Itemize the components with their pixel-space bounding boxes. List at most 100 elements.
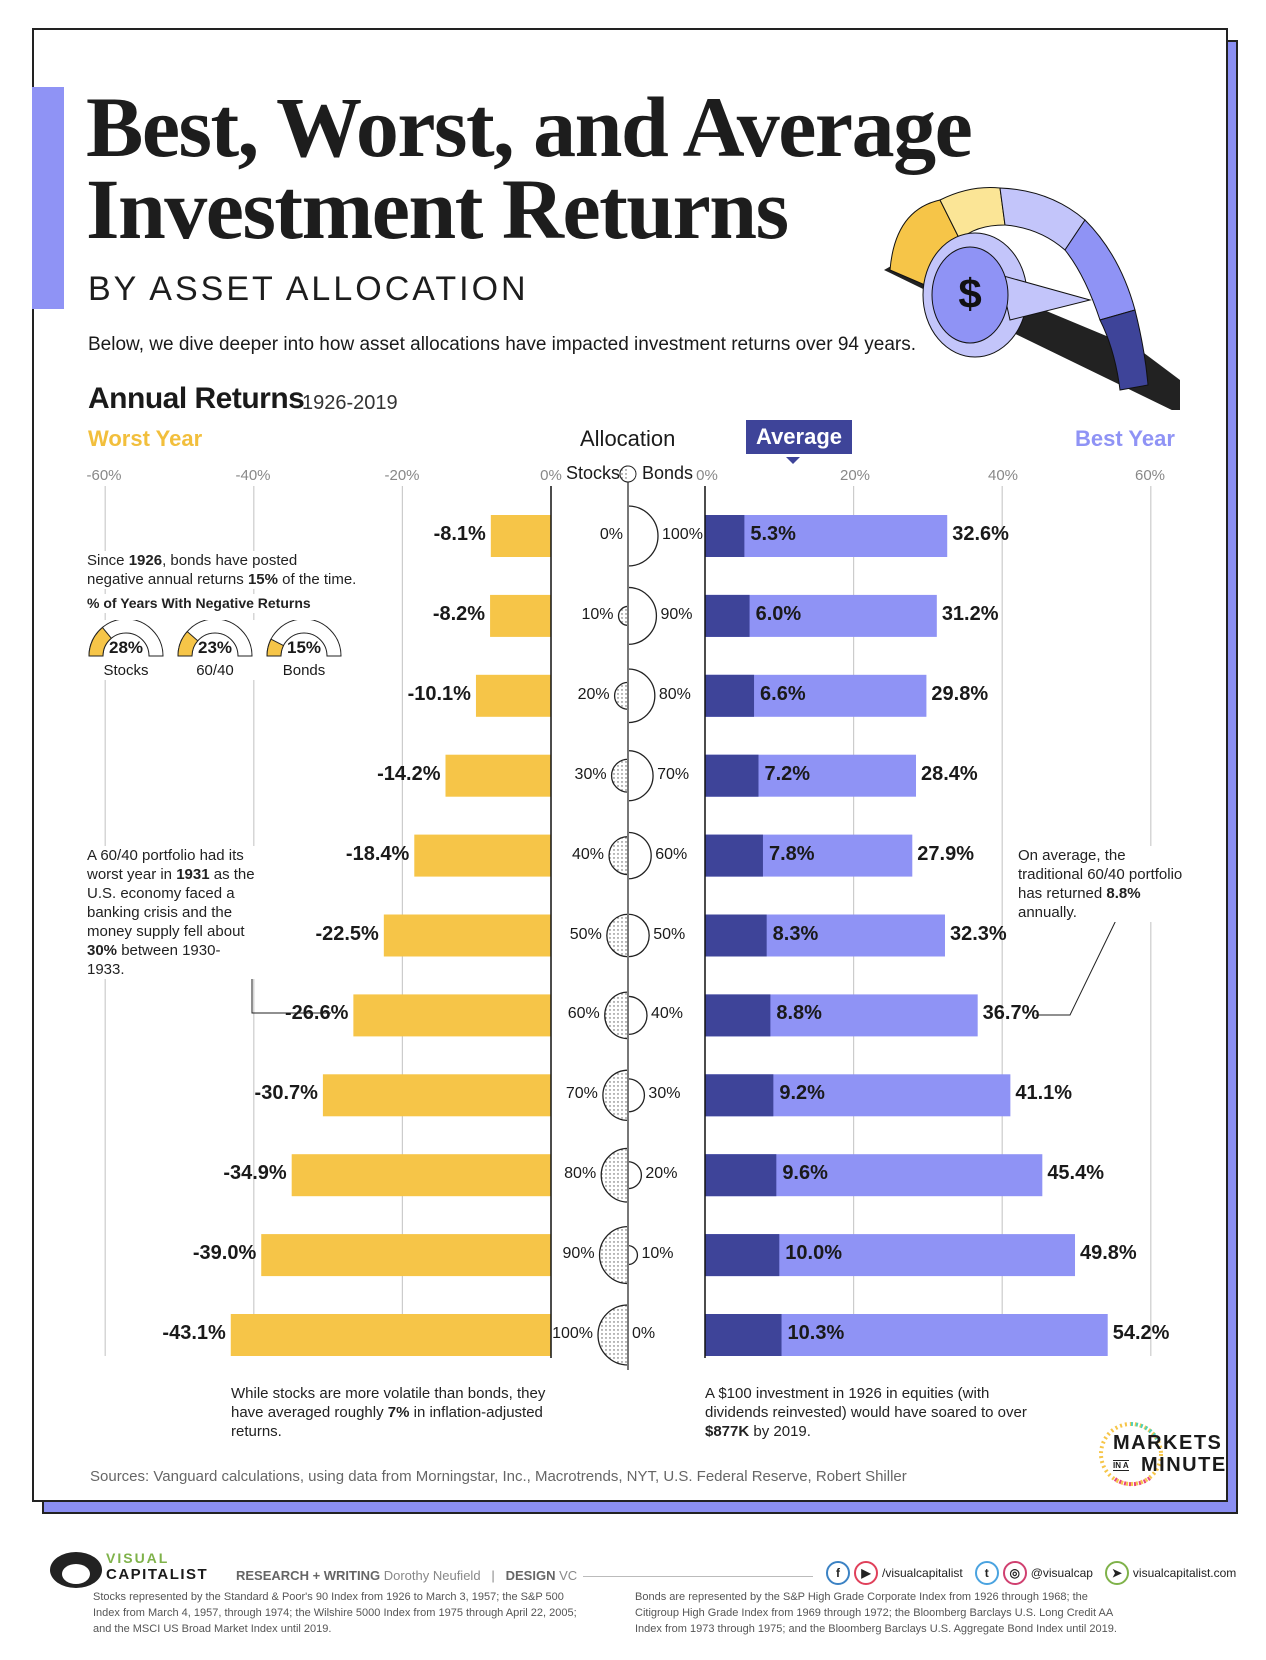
visual-capitalist-logo-icon <box>50 1552 102 1588</box>
average-label: 9.6% <box>782 1162 828 1185</box>
note-bold: 30% <box>87 942 118 959</box>
worst-bar <box>261 1234 551 1277</box>
gauge-label: Stocks <box>103 662 149 679</box>
average-note: On average, the traditional 60/40 portfo… <box>1018 846 1188 922</box>
worst-bar <box>230 1314 551 1356</box>
vc-logo-capitalist: CAPITALIST <box>106 1566 209 1583</box>
stocks-half-circle <box>614 681 629 710</box>
worst-label: -8.2% <box>432 602 486 625</box>
logo-minute: MINUTE <box>1141 1454 1227 1476</box>
stocks-allocation-label: 30% <box>574 765 607 783</box>
stocks-label: Stocks <box>566 463 621 483</box>
bonds-half-circle <box>627 1161 643 1190</box>
worst-bar <box>414 834 551 877</box>
stocks-half-circle <box>604 991 629 1040</box>
worst-label: -22.5% <box>315 922 379 945</box>
average-bar <box>705 1314 782 1356</box>
average-bar <box>705 515 745 557</box>
worst-label: -26.6% <box>285 1002 349 1025</box>
cursor-icon[interactable]: ➤ <box>1104 1561 1129 1585</box>
website-link[interactable]: visualcapitalist.com <box>1132 1566 1237 1580</box>
stocks-allocation-label: 20% <box>577 685 610 703</box>
gauge-value: 28% <box>108 638 144 657</box>
average-label: 6.6% <box>760 682 806 705</box>
footer: VISUAL CAPITALIST RESEARCH + WRITING Dor… <box>0 1548 1266 1588</box>
stocks-allocation-label: 90% <box>562 1245 595 1263</box>
bonds-allocation-label: 0% <box>632 1325 656 1342</box>
bonds-allocation-label: 90% <box>660 605 693 623</box>
allocation-legend-stocks-half <box>619 465 629 483</box>
stocks-volatility-note: While stocks are more volatile than bond… <box>231 1384 571 1441</box>
twitter-icon[interactable]: t <box>974 1561 999 1585</box>
best-label: 36.7% <box>982 1002 1040 1025</box>
bonds-allocation-label: 20% <box>645 1165 678 1183</box>
sixty-forty-note: A 60/40 portfolio had its worst year in … <box>87 846 257 979</box>
average-label: 10.3% <box>787 1322 845 1344</box>
stocks-half-circle <box>600 1147 629 1203</box>
left-tick: -20% <box>384 467 420 484</box>
note-text: , bonds have posted negative annual retu… <box>87 552 298 588</box>
stocks-allocation-label: 10% <box>581 605 614 623</box>
note-text: by 2019. <box>749 1423 811 1440</box>
social-handle[interactable]: /visualcapitalist <box>882 1566 963 1580</box>
instagram-icon[interactable]: ◎ <box>1002 1561 1027 1585</box>
worst-bar <box>490 594 551 637</box>
credit-label: DESIGN <box>505 1568 556 1583</box>
allocation-header: Allocation <box>580 426 676 451</box>
stocks-half-circle <box>606 913 629 958</box>
negative-returns-gauge <box>266 620 342 657</box>
average-bar <box>705 834 763 877</box>
vc-logo-visual: VISUAL <box>106 1550 170 1566</box>
worst-year-header: Worst Year <box>88 426 203 451</box>
intro-text: Below, we dive deeper into how asset all… <box>88 334 917 355</box>
stocks-allocation-label: 40% <box>572 845 605 863</box>
credits: RESEARCH + WRITING Dorothy Neufield | DE… <box>236 1568 577 1583</box>
bonds-half-circle <box>627 831 652 880</box>
stocks-allocation-label: 0% <box>599 526 623 543</box>
best-label: 54.2% <box>1112 1322 1170 1344</box>
note-text: Since <box>87 552 129 569</box>
worst-bar <box>383 914 551 957</box>
investment-note: A $100 investment in 1926 in equities (w… <box>705 1384 1050 1441</box>
sources: Sources: Vanguard calculations, using da… <box>90 1468 907 1485</box>
average-label: 7.2% <box>764 762 811 785</box>
bonds-negative-note: Since 1926, bonds have posted negative a… <box>87 551 357 589</box>
credit-name: VC <box>559 1568 578 1583</box>
gauge-value: 15% <box>286 638 322 657</box>
bonds-half-circle <box>627 1244 639 1266</box>
stocks-allocation-label: 80% <box>564 1165 597 1183</box>
gauge-value: 23% <box>197 638 233 657</box>
bonds-allocation-label: 10% <box>641 1245 674 1263</box>
worst-label: -8.1% <box>433 523 486 545</box>
worst-label: -14.2% <box>377 762 441 785</box>
note-bold: 7% <box>387 1404 410 1421</box>
facebook-icon[interactable]: f <box>826 1561 850 1585</box>
gauge-track <box>177 620 253 657</box>
bonds-allocation-label: 100% <box>662 526 703 543</box>
average-label: 7.8% <box>768 842 815 865</box>
social-handle[interactable]: @visualcap <box>1030 1566 1093 1580</box>
average-header-badge: Average <box>746 420 853 464</box>
average-bar <box>705 594 750 637</box>
note-text: On average, the traditional 60/40 portfo… <box>1018 847 1183 902</box>
bonds-fine-print: Bonds are represented by the S&P High Gr… <box>635 1591 1117 1635</box>
stocks-allocation-label: 100% <box>552 1325 593 1342</box>
bonds-label: Bonds <box>642 463 694 483</box>
credit-separator: | <box>491 1568 495 1583</box>
logo-markets: MARKETS <box>1113 1432 1223 1454</box>
youtube-icon[interactable]: ▶ <box>854 1561 878 1585</box>
stocks-allocation-label: 70% <box>565 1085 598 1103</box>
average-label: 8.8% <box>776 1002 822 1025</box>
note-text: A $100 investment in 1926 in equities (w… <box>705 1385 1027 1421</box>
average-bar <box>705 1074 774 1117</box>
worst-bar <box>322 1074 551 1117</box>
gauge-fill <box>177 630 199 657</box>
right-tick: 40% <box>987 467 1019 484</box>
right-tick: 60% <box>1134 467 1166 484</box>
bonds-allocation-label: 80% <box>658 685 691 703</box>
markets-in-a-minute-logo: MARKETS IN A MINUTE <box>1095 1418 1225 1490</box>
stocks-half-circle <box>602 1069 629 1122</box>
section-years: 1926-2019 <box>302 392 398 414</box>
best-label: 32.3% <box>949 922 1007 945</box>
average-bar <box>705 1154 777 1197</box>
